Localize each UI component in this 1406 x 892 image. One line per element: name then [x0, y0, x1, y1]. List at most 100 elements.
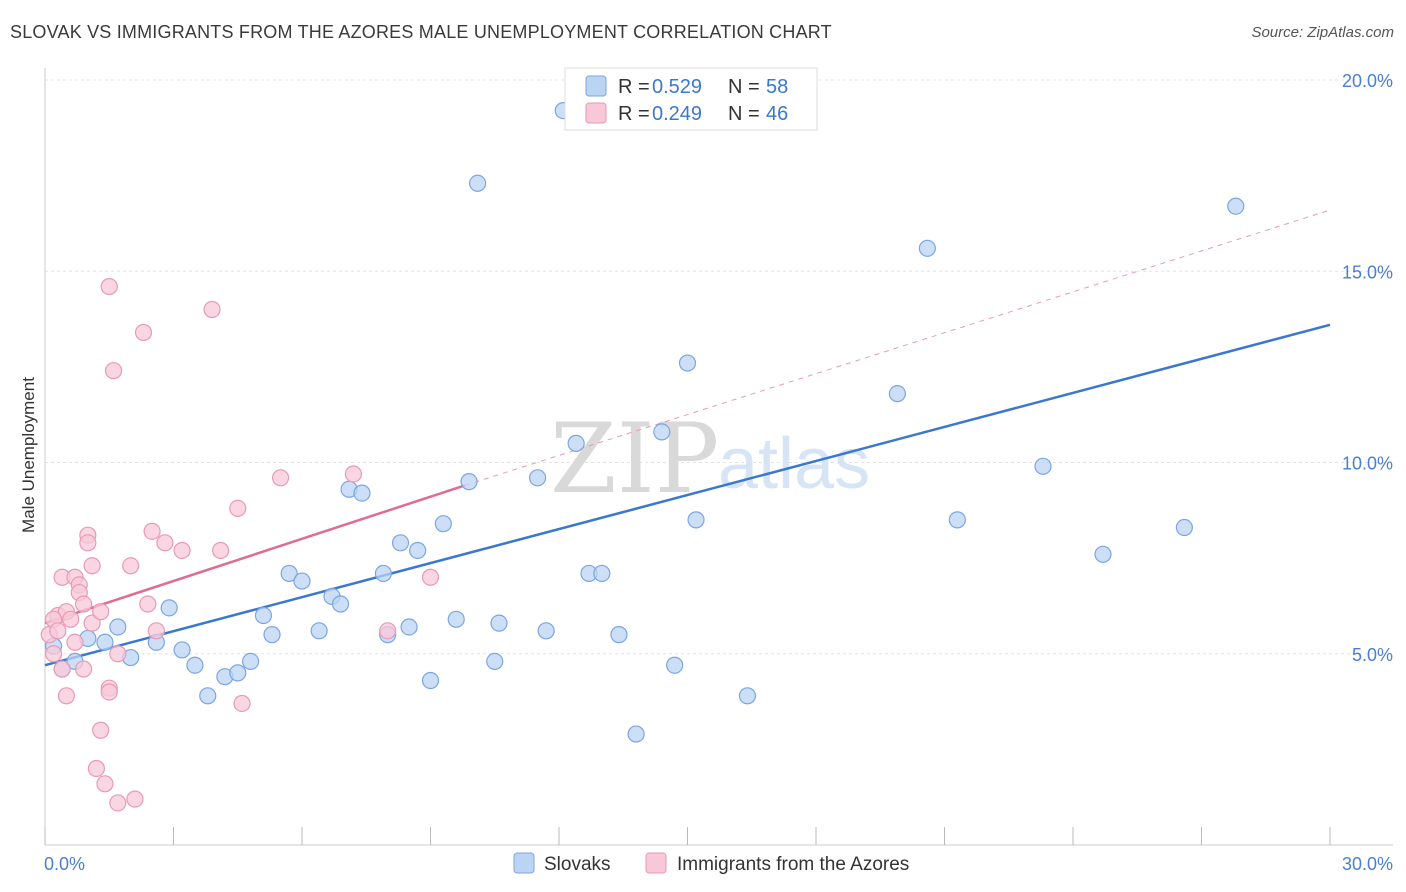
point-slovaks [199, 687, 217, 705]
legend-swatch-azores [585, 102, 607, 124]
point-azores [66, 633, 84, 651]
legend-r-value-2: 0.249 [652, 103, 702, 125]
legend-n-value-2: 46 [766, 103, 788, 125]
point-slovaks [1034, 457, 1052, 475]
point-slovaks [653, 423, 671, 441]
y-tick-label: 5.0% [1352, 645, 1393, 665]
bottom-legend-swatch-azores [645, 852, 667, 874]
point-slovaks [888, 385, 906, 403]
point-slovaks [486, 652, 504, 671]
point-azores [134, 323, 153, 342]
point-slovaks [918, 239, 936, 257]
point-azores [100, 683, 118, 701]
point-azores [74, 660, 93, 678]
point-azores [139, 595, 157, 613]
point-azores [421, 568, 440, 586]
point-slovaks [460, 473, 478, 491]
point-azores [156, 534, 174, 552]
trend-line-azores-extended [464, 209, 1331, 486]
point-slovaks [678, 354, 697, 372]
point-slovaks [254, 606, 273, 625]
x-tick-label-max: 30.0% [1342, 854, 1393, 874]
point-azores [203, 300, 221, 319]
point-slovaks [948, 511, 966, 529]
point-azores [109, 645, 127, 663]
point-azores [122, 557, 140, 575]
point-slovaks [173, 641, 191, 659]
point-azores [126, 790, 144, 808]
point-slovaks [469, 174, 487, 192]
point-slovaks [593, 564, 611, 583]
point-slovaks [353, 484, 371, 502]
point-slovaks [528, 469, 547, 487]
point-azores [379, 622, 397, 640]
point-azores [147, 622, 165, 640]
point-slovaks [447, 610, 465, 628]
series-azores [40, 277, 440, 812]
point-azores [143, 522, 161, 540]
point-slovaks [1094, 545, 1112, 563]
chart-title: SLOVAK VS IMMIGRANTS FROM THE AZORES MAL… [10, 22, 832, 42]
point-azores [62, 610, 80, 628]
y-axis-label: Male Unemployment [19, 377, 38, 533]
trend-line-azores [44, 484, 466, 625]
point-slovaks [242, 652, 260, 671]
y-tick-label: 20.0% [1342, 71, 1393, 91]
point-slovaks [391, 534, 410, 552]
point-slovaks [567, 434, 585, 452]
point-slovaks [109, 618, 127, 636]
point-slovaks [229, 664, 247, 682]
point-slovaks [310, 622, 328, 640]
y-tick-label: 15.0% [1342, 262, 1393, 282]
trend-line-slovaks [44, 323, 1331, 667]
point-azores [83, 614, 101, 632]
watermark: ZIP atlas [550, 403, 870, 515]
point-azores [83, 557, 101, 575]
point-azores [233, 694, 251, 713]
point-slovaks [374, 564, 392, 583]
legend-box: R = 0.529 N = 58 R = 0.249 N = 46 [564, 67, 818, 131]
point-azores [96, 775, 114, 793]
point-azores [100, 277, 118, 296]
bottom-legend-slovaks: Slovaks [544, 854, 611, 875]
point-azores [74, 595, 93, 613]
watermark-zip: ZIP [550, 403, 719, 515]
point-slovaks [490, 614, 508, 632]
point-azores [109, 794, 127, 812]
point-slovaks [687, 511, 705, 529]
point-azores [44, 645, 63, 663]
point-azores [173, 541, 191, 560]
point-azores [344, 465, 362, 483]
point-azores [53, 660, 71, 678]
source-label: Source: ZipAtlas.com [1251, 24, 1394, 41]
point-azores [92, 721, 110, 739]
point-azores [57, 687, 76, 705]
point-slovaks [738, 687, 757, 705]
point-slovaks [1175, 518, 1193, 537]
point-slovaks [434, 515, 452, 533]
y-tick-label: 10.0% [1342, 454, 1393, 474]
point-slovaks [610, 626, 628, 644]
legend-n-label-2: N = [728, 103, 760, 125]
point-azores [229, 499, 247, 517]
y-tick-labels: 5.0% 10.0% 15.0% 20.0% [1342, 71, 1393, 665]
legend-swatch-slovaks [585, 75, 607, 97]
point-slovaks [160, 599, 178, 617]
point-azores [212, 541, 230, 560]
point-slovaks [627, 725, 645, 743]
point-slovaks [263, 626, 281, 644]
point-azores [92, 603, 110, 621]
x-tick-labels: 0.0% 30.0% [44, 854, 1393, 874]
bottom-legend-azores: Immigrants from the Azores [677, 854, 909, 875]
point-slovaks [537, 622, 555, 640]
point-azores [271, 469, 290, 487]
point-slovaks [421, 671, 440, 690]
point-slovaks [331, 595, 350, 613]
point-slovaks [293, 572, 311, 590]
point-slovaks [666, 656, 684, 674]
legend-n-value-1: 58 [766, 76, 788, 98]
point-azores [49, 622, 67, 640]
point-azores [87, 759, 106, 778]
axes [44, 68, 1393, 846]
